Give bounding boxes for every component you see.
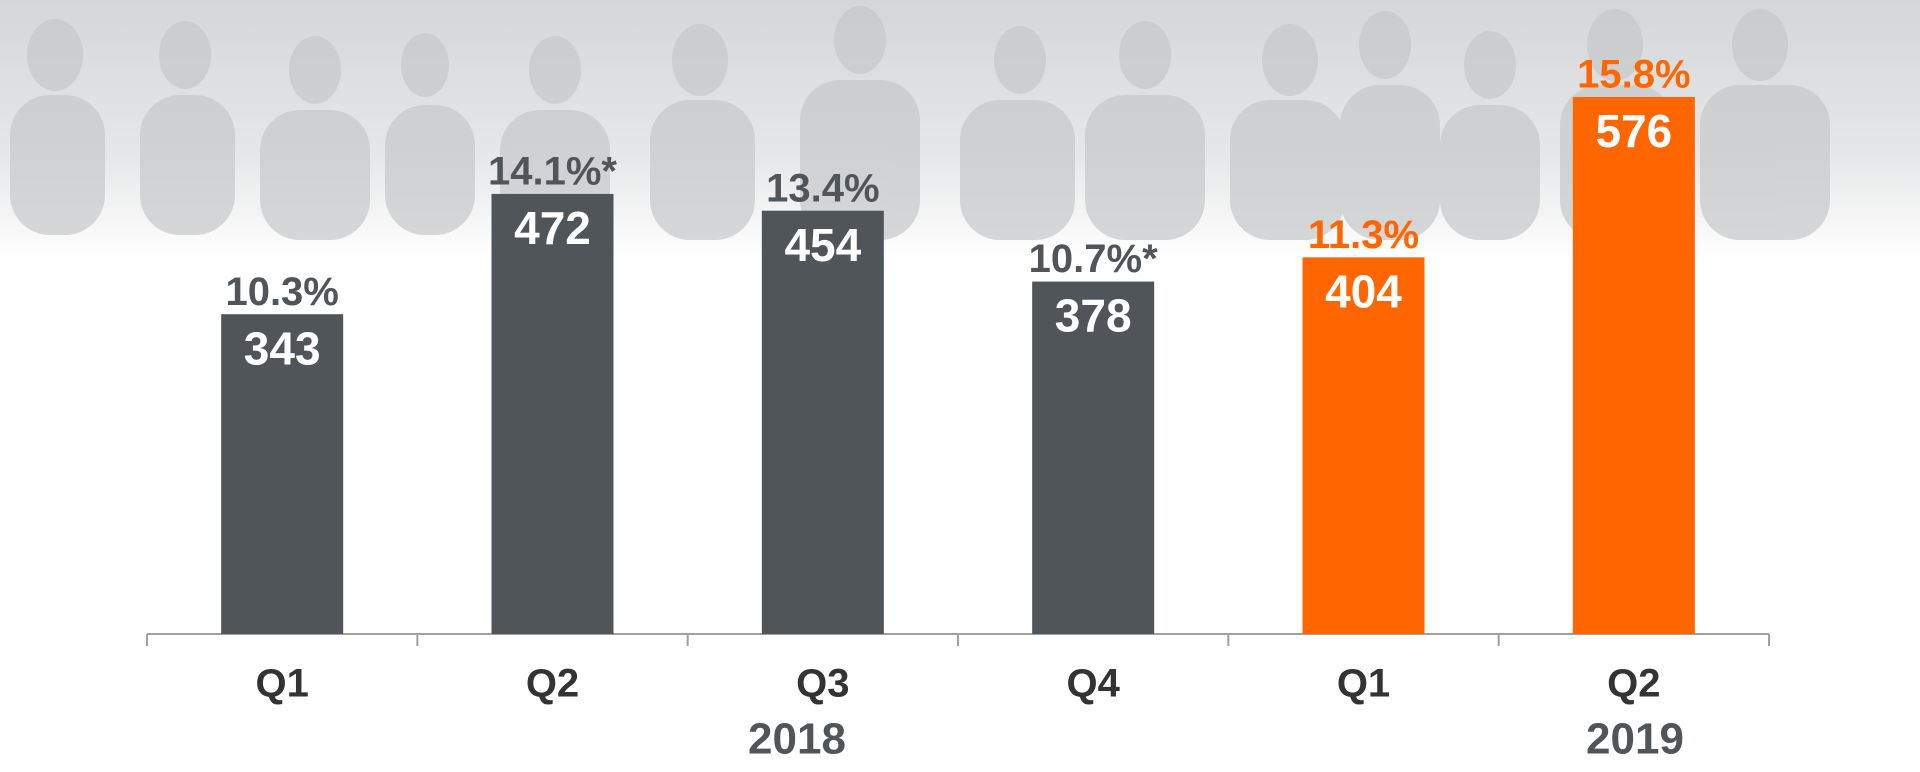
bar	[761, 210, 884, 634]
group-label: 2019	[1586, 715, 1684, 764]
value-label: 343	[244, 322, 321, 374]
value-label: 472	[514, 202, 591, 254]
bar	[491, 193, 614, 634]
x-tick-label: Q1	[255, 662, 308, 706]
x-tick-label: Q2	[526, 662, 579, 706]
x-tick-label: Q3	[796, 662, 849, 706]
percent-label: 14.1%*	[488, 149, 617, 193]
value-label: 576	[1595, 105, 1672, 157]
bar	[1302, 257, 1425, 634]
x-tick-label: Q2	[1607, 662, 1660, 706]
x-tick-label: Q1	[1337, 662, 1390, 706]
value-label: 378	[1055, 290, 1132, 342]
value-label: 404	[1325, 265, 1402, 317]
percent-label: 10.7%*	[1029, 237, 1158, 281]
value-label: 454	[784, 219, 861, 271]
group-label: 2018	[748, 715, 846, 764]
percent-label: 10.3%	[225, 270, 338, 314]
percent-label: 13.4%	[766, 166, 879, 210]
percent-label: 11.3%	[1308, 213, 1419, 257]
x-tick-label: Q4	[1066, 662, 1120, 706]
percent-label: 15.8%	[1577, 53, 1690, 97]
bar	[221, 314, 344, 634]
bar	[1572, 96, 1695, 634]
bar	[1032, 281, 1155, 634]
